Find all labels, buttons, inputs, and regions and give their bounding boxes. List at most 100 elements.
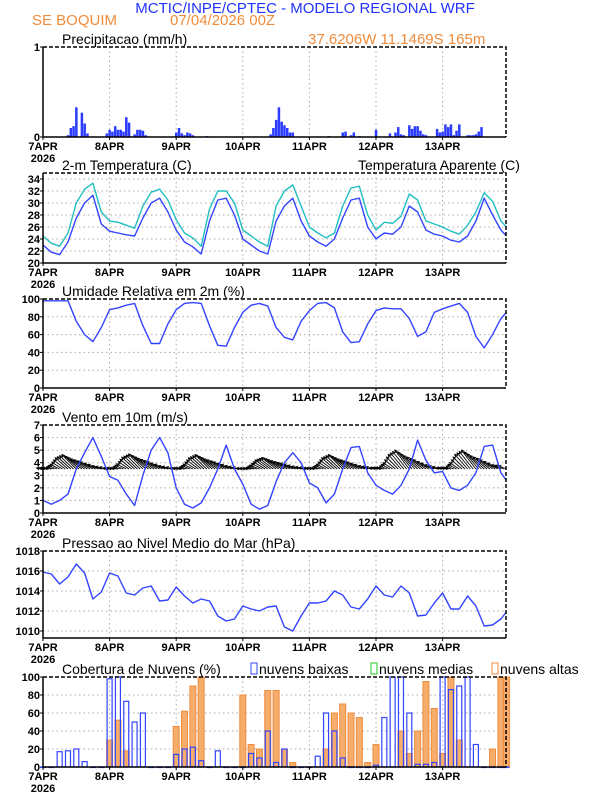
x-tick-label: 10APR	[225, 267, 261, 279]
y-tick-label: 80	[28, 312, 40, 324]
precip-bar	[75, 107, 78, 137]
x-tick-label: 9APR	[162, 642, 191, 654]
x-tick-label: 7APR	[28, 141, 57, 153]
y-tick-label: 6	[34, 433, 40, 445]
wind-vector	[279, 462, 293, 470]
wind-vector	[335, 458, 352, 470]
precip-bar	[349, 135, 353, 137]
wind-vector	[258, 457, 274, 470]
run-date: 07/04/2026 00Z	[170, 12, 275, 29]
y-tick-label: 24	[28, 234, 41, 246]
wind-vector	[136, 457, 152, 470]
wind-vector	[189, 456, 205, 470]
y-tick-label: 20	[28, 365, 40, 377]
station-location: 37.6206W 11.1469S 165m	[308, 31, 485, 48]
precip-bar	[435, 128, 439, 137]
precip-bar	[458, 124, 461, 137]
x-tick-label: 12APR	[358, 392, 394, 404]
wind-vector	[380, 463, 391, 470]
precip-bar	[471, 135, 475, 137]
wind-vector	[121, 456, 135, 470]
precip-bar	[133, 134, 136, 137]
wind-vector	[115, 463, 127, 470]
x-tick-label: 7APR	[28, 517, 57, 529]
precip-bar	[286, 128, 289, 137]
wind-vector	[327, 453, 344, 470]
axis-frame	[42, 47, 506, 138]
x-tick-label: 8APR	[95, 517, 124, 529]
precip-bar	[480, 127, 483, 137]
legend-apparent-temperature: Temperatura Aparente (C)	[358, 157, 520, 173]
cloud-high-bar	[372, 744, 380, 768]
precip-bar	[125, 117, 128, 137]
wind-vector	[339, 459, 355, 470]
x-tick-label: 11APR	[292, 517, 327, 529]
legend-swatch	[491, 662, 499, 675]
cloud-low-bar	[131, 721, 138, 768]
precip-bar	[69, 128, 73, 137]
axis-frame-dashed	[43, 46, 507, 137]
wind-vector	[382, 462, 393, 470]
wind-vector	[315, 463, 327, 470]
x-tick-label: 10APR	[225, 517, 261, 529]
wind-vector	[199, 456, 216, 470]
y-tick-label: 1010	[16, 626, 40, 638]
precip-bar	[277, 107, 281, 137]
y-tick-label: 0	[34, 762, 40, 774]
precip-bar	[80, 112, 84, 137]
wind-vector	[72, 459, 88, 470]
wind-vector	[83, 462, 96, 470]
wind-vector	[317, 461, 330, 470]
wind-vector	[412, 459, 427, 470]
axis-frame-dashed	[43, 676, 507, 767]
x-tick-label: 10APR	[225, 141, 261, 153]
wind-vector	[266, 459, 282, 470]
y-tick-label: 1018	[16, 546, 40, 558]
y-tick-label: 80	[28, 690, 40, 702]
wind-vector	[392, 450, 407, 470]
wind-vector	[416, 460, 429, 470]
x-tick-label: 8APR	[95, 642, 124, 654]
x-year-label: 2026	[31, 529, 55, 541]
cloud-low-bar	[381, 716, 388, 768]
x-tick-label: 7APR	[28, 267, 57, 279]
wind-vector	[447, 463, 457, 470]
wind-vector	[394, 449, 410, 470]
cloud-low-bar	[64, 750, 72, 768]
wind-vector	[61, 453, 77, 470]
cloud-low-bar	[139, 712, 146, 768]
wind-vector	[182, 463, 194, 470]
wind-vector	[384, 459, 396, 470]
wind-vector	[469, 454, 485, 470]
wind-vector	[482, 460, 496, 470]
x-tick-label: 12APR	[358, 771, 394, 783]
y-tick-label: 22	[28, 246, 40, 258]
precip-bar	[421, 134, 425, 137]
wind-vector	[333, 456, 349, 470]
cloud-high-bar	[430, 708, 438, 768]
precip-bar	[111, 131, 114, 137]
main-title: MCTIC/INPE/CPTEC - MODELO REGIONAL WRF	[135, 0, 474, 17]
y-tick-label: 40	[28, 726, 40, 738]
wind-vector	[149, 462, 163, 470]
wind-vector	[466, 453, 482, 470]
x-tick-label: 12APR	[358, 517, 394, 529]
precip-bar	[183, 135, 186, 137]
precip-bar	[272, 128, 275, 137]
x-tick-label: 10APR	[225, 392, 261, 404]
precip-bar	[113, 126, 117, 137]
y-tick-label: 1014	[16, 586, 41, 598]
wind-vector	[49, 463, 60, 470]
series-line	[42, 436, 507, 510]
wind-vector	[272, 461, 288, 470]
precip-bar	[419, 130, 422, 137]
x-tick-label: 11APR	[292, 141, 327, 153]
wind-vector	[187, 457, 202, 470]
precip-bar	[283, 125, 286, 137]
precip-bar	[144, 135, 147, 137]
cloud-low-bar	[214, 750, 221, 768]
wind-vector	[448, 462, 460, 470]
x-tick-label: 13APR	[425, 517, 461, 529]
wind-vector	[58, 455, 74, 470]
